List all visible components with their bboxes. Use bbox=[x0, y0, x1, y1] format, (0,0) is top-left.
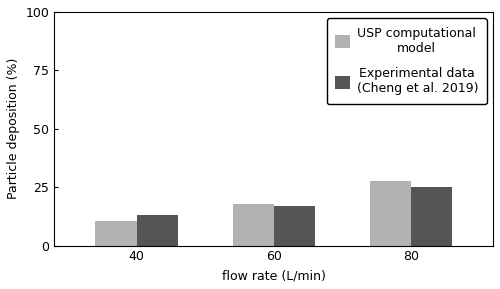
Y-axis label: Particle deposition (%): Particle deposition (%) bbox=[7, 58, 20, 199]
Bar bbox=[96, 221, 136, 246]
Legend: USP computational
model, Experimental data
(Cheng et al. 2019): USP computational model, Experimental da… bbox=[326, 18, 487, 104]
Bar bbox=[370, 181, 411, 246]
Bar bbox=[232, 203, 274, 246]
Bar bbox=[136, 215, 177, 246]
Bar bbox=[411, 187, 452, 246]
Bar bbox=[274, 206, 315, 246]
X-axis label: flow rate (L/min): flow rate (L/min) bbox=[222, 269, 326, 282]
